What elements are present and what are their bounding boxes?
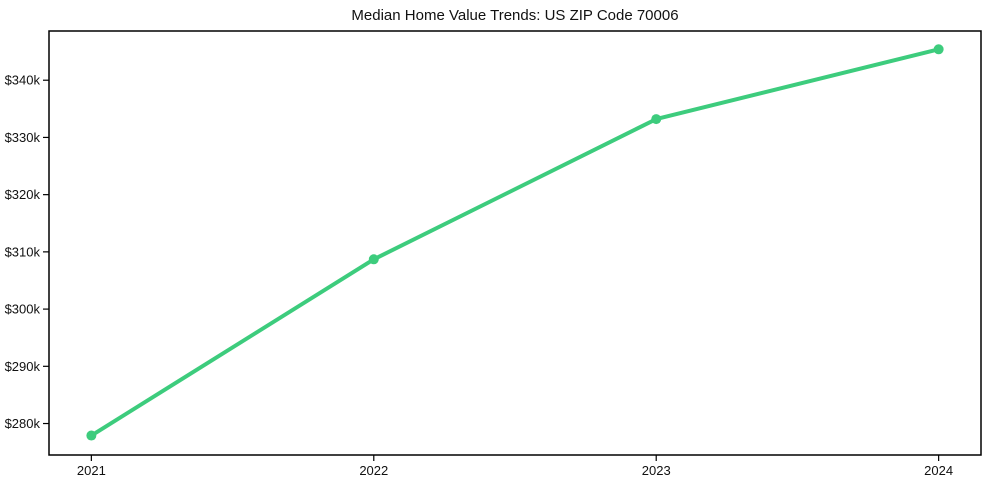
y-tick-label: $290k <box>5 359 41 374</box>
y-tick-label: $340k <box>5 73 41 88</box>
y-tick-label: $320k <box>5 187 41 202</box>
data-point-2024 <box>933 44 944 55</box>
data-point-2023 <box>651 114 662 125</box>
trend-line <box>89 47 941 438</box>
x-tick-label: 2021 <box>77 463 106 478</box>
data-point-2022 <box>368 254 379 265</box>
chart-title: Median Home Value Trends: US ZIP Code 70… <box>351 7 679 24</box>
plot-frame <box>48 30 982 456</box>
x-tick-label: 2023 <box>642 463 671 478</box>
x-tick-label: 2022 <box>359 463 388 478</box>
x-tick-label: 2024 <box>924 463 953 478</box>
y-tick-label: $280k <box>5 416 41 431</box>
y-tick-label: $300k <box>5 302 41 317</box>
data-point-2021 <box>86 430 97 441</box>
y-tick-label: $330k <box>5 130 41 145</box>
y-tick-label: $310k <box>5 244 41 259</box>
